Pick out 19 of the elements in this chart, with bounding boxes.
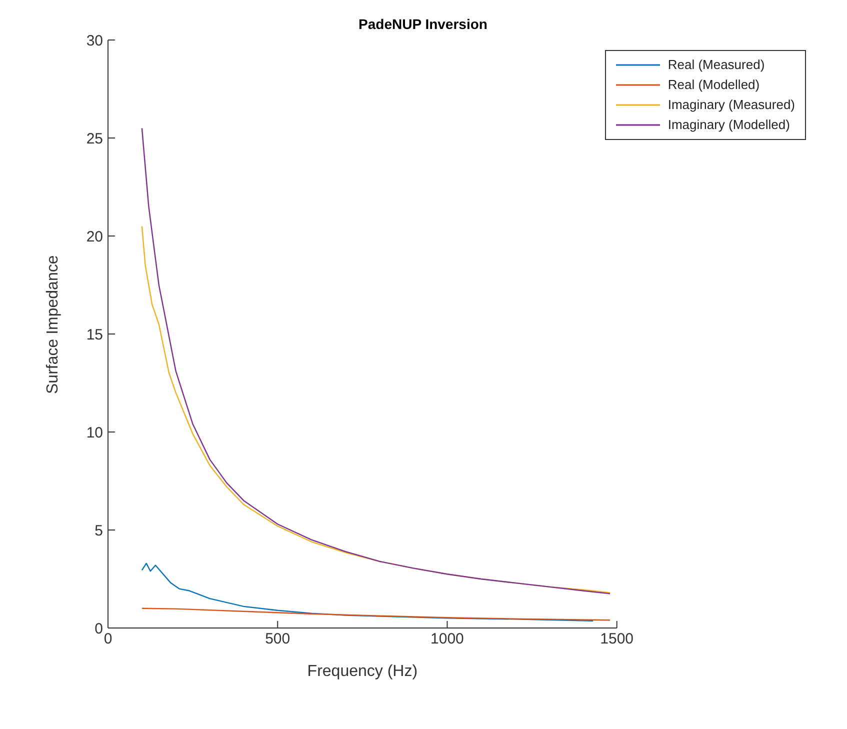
x-axis-title: Frequency (Hz) xyxy=(307,663,418,680)
line-series xyxy=(141,608,611,621)
line-series xyxy=(141,128,611,594)
x-tick-label: 1500 xyxy=(600,630,634,648)
chart-title: PadeNUP Inversion xyxy=(358,16,488,32)
line-series xyxy=(141,562,594,622)
y-tick-label: 5 xyxy=(94,522,103,540)
legend-label: Imaginary (Measured) xyxy=(668,96,795,114)
legend-label: Real (Measured) xyxy=(668,56,765,74)
y-tick-label: 15 xyxy=(86,326,103,344)
y-tick-label: 20 xyxy=(86,228,103,246)
legend-label: Imaginary (Modelled) xyxy=(668,116,790,134)
y-tick-label: 30 xyxy=(86,32,103,50)
x-tick-label: 1000 xyxy=(430,630,464,648)
y-tick-label: 10 xyxy=(86,424,103,442)
y-axis-title: Surface Impedance xyxy=(44,255,62,394)
legend-label: Real (Modelled) xyxy=(668,76,760,94)
y-tick-label: 25 xyxy=(86,130,103,148)
x-tick-label: 500 xyxy=(265,630,290,648)
